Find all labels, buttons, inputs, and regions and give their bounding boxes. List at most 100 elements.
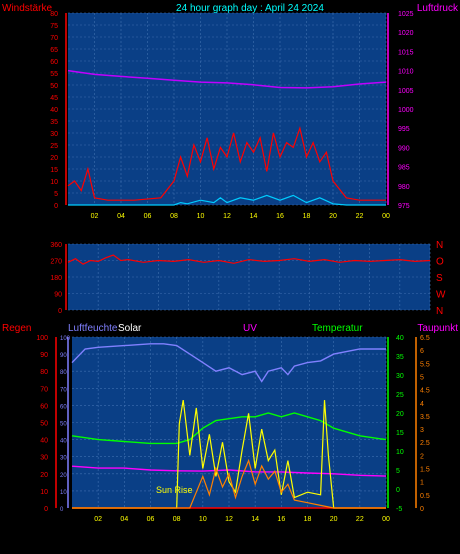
temp-tick-label: -5 xyxy=(396,506,402,513)
right-tick-label: 1020 xyxy=(398,30,414,37)
right-tick-label: 985 xyxy=(398,165,410,172)
wind-pressure-panel: 0510152025303540455055606570758097598098… xyxy=(50,11,413,220)
left-tick-label: 90 xyxy=(54,292,62,299)
uv-tick-label: 0 xyxy=(420,506,424,513)
x-tick-label: 22 xyxy=(356,213,364,220)
x-tick-label: 18 xyxy=(304,516,312,523)
legend-uv: UV xyxy=(243,323,257,334)
left-tick-label: 80 xyxy=(50,11,58,18)
right-tick-label: 1015 xyxy=(398,49,414,56)
x-tick-label: 06 xyxy=(144,213,152,220)
x-tick-label: 20 xyxy=(329,213,337,220)
uv-tick-label: 0.5 xyxy=(420,493,430,500)
x-tick-label: 14 xyxy=(250,213,258,220)
temp-tick-label: 20 xyxy=(396,411,404,418)
rain-tick-label: 100 xyxy=(36,335,48,342)
x-tick-label: 08 xyxy=(170,213,178,220)
right-tick-label: 995 xyxy=(398,126,410,133)
uv-tick-label: 3.5 xyxy=(420,414,430,421)
x-tick-label: 12 xyxy=(223,213,231,220)
x-tick-label: 04 xyxy=(117,213,125,220)
humidity-tick-label: 20 xyxy=(60,473,67,479)
left-tick-label: 270 xyxy=(50,259,62,266)
right-tick-label: 1025 xyxy=(398,11,414,18)
legend-luftfeuchte: Luftfeuchte xyxy=(68,323,118,334)
left-tick-label: 5 xyxy=(54,191,58,198)
humidity-tick-label: 60 xyxy=(60,404,67,410)
humidity-tick-label: 70 xyxy=(60,387,67,393)
uv-tick-label: 3 xyxy=(420,427,424,434)
left-tick-label: 180 xyxy=(50,275,62,282)
uv-tick-label: 6 xyxy=(420,348,424,355)
left-tick-label: 15 xyxy=(50,167,58,174)
rain-tick-label: 40 xyxy=(40,438,48,445)
right-tick-label: 975 xyxy=(398,203,410,210)
humidity-tick-label: 30 xyxy=(60,456,67,462)
wind-gust-line xyxy=(67,126,386,201)
x-tick-label: 22 xyxy=(356,516,364,523)
rain-tick-label: 90 xyxy=(40,352,48,359)
humidity-tick-label: 10 xyxy=(60,490,67,496)
rain-tick-label: 80 xyxy=(40,369,48,376)
x-tick-label: 04 xyxy=(120,516,128,523)
left-tick-label: 70 xyxy=(50,35,58,42)
wind-speed-line xyxy=(68,194,386,206)
rain-humidity-panel: 0102030405060708090100010203040506070809… xyxy=(36,335,430,523)
rain-tick-label: 70 xyxy=(40,386,48,393)
pressure-line xyxy=(67,69,387,89)
x-tick-label: 10 xyxy=(199,516,207,523)
rain-tick-label: 20 xyxy=(40,472,48,479)
right-tick-label: 990 xyxy=(398,145,410,152)
compass-label: N xyxy=(436,306,443,317)
humidity-tick-label: 0 xyxy=(60,507,64,513)
solar-line xyxy=(72,400,386,509)
humidity-tick-label: 80 xyxy=(60,370,67,376)
legend-solar: Solar xyxy=(118,323,142,334)
right-tick-label: 1000 xyxy=(398,107,414,114)
right-tick-label: 1005 xyxy=(398,88,414,95)
x-tick-label: 00 xyxy=(382,213,390,220)
compass-label: W xyxy=(436,290,446,301)
rain-tick-label: 10 xyxy=(40,489,48,496)
uv-tick-label: 6.5 xyxy=(420,335,430,342)
uv-tick-label: 2 xyxy=(420,453,424,460)
dewpoint-line xyxy=(71,465,387,477)
left-tick-label: 40 xyxy=(50,107,58,114)
compass-label: N xyxy=(436,240,443,251)
humidity-tick-label: 40 xyxy=(60,439,67,445)
left-tick-label: 360 xyxy=(50,242,62,249)
temp-tick-label: 15 xyxy=(396,430,404,437)
temp-tick-label: 0 xyxy=(396,487,400,494)
header-title: 24 hour graph day : April 24 2024 xyxy=(176,3,324,14)
left-tick-label: 75 xyxy=(50,23,58,30)
rain-tick-label: 30 xyxy=(40,455,48,462)
left-tick-label: 0 xyxy=(58,308,62,315)
x-tick-label: 02 xyxy=(94,516,102,523)
temp-tick-label: 25 xyxy=(396,392,404,399)
compass-label: O xyxy=(436,257,444,268)
x-tick-label: 16 xyxy=(276,213,284,220)
sun-rise-annotation: Sun Rise xyxy=(156,485,193,495)
compass-label: S xyxy=(436,273,443,284)
temperature-line xyxy=(71,412,387,445)
left-tick-label: 30 xyxy=(50,131,58,138)
rain-tick-label: 60 xyxy=(40,403,48,410)
legend-regen: Regen xyxy=(2,323,31,334)
right-tick-label: 980 xyxy=(398,184,410,191)
left-tick-label: 50 xyxy=(50,83,58,90)
left-tick-label: 25 xyxy=(50,143,58,150)
legend-temperatur: Temperatur xyxy=(312,323,363,334)
rain-tick-label: 0 xyxy=(44,506,48,513)
humidity-tick-label: 50 xyxy=(60,422,67,428)
x-tick-label: 18 xyxy=(303,213,311,220)
left-tick-label: 65 xyxy=(50,47,58,54)
uv-tick-label: 2.5 xyxy=(420,440,430,447)
left-tick-label: 0 xyxy=(54,203,58,210)
temp-tick-label: 30 xyxy=(396,373,404,380)
uv-tick-label: 1 xyxy=(420,480,424,487)
humidity-tick-label: 100 xyxy=(60,336,71,342)
temp-tick-label: 10 xyxy=(396,449,404,456)
x-tick-label: 20 xyxy=(330,516,338,523)
